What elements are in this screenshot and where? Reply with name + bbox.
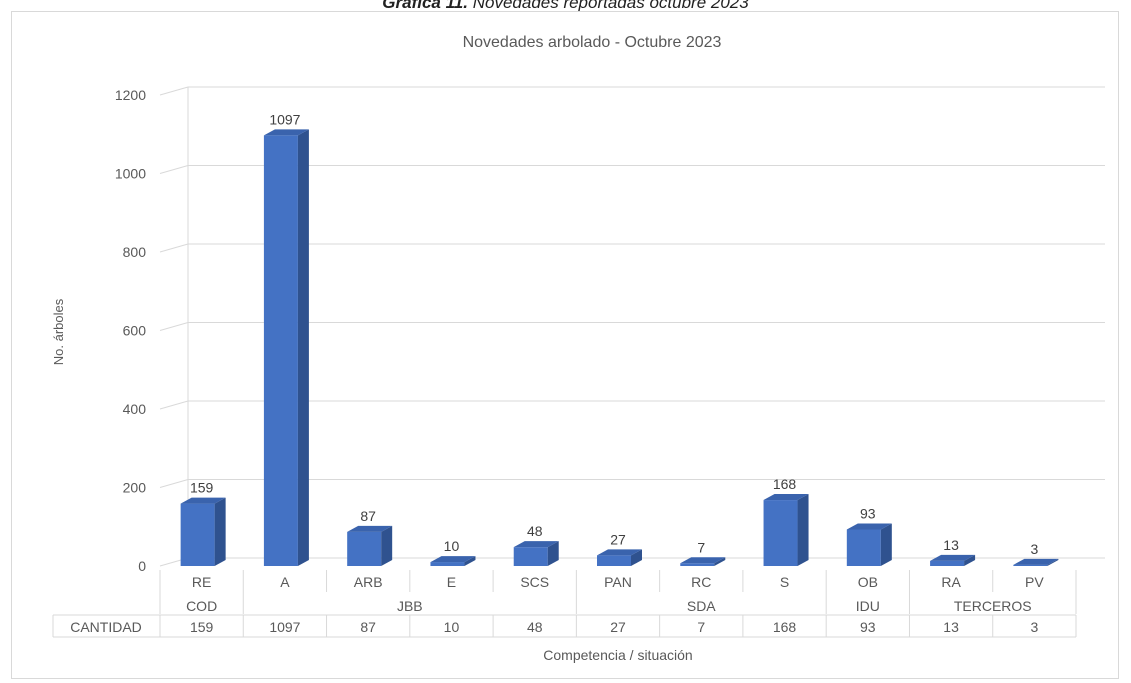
bar-top (930, 554, 976, 561)
bar-side (631, 549, 642, 566)
x-tick-label: ARB (354, 574, 383, 590)
table-value: 48 (527, 619, 543, 635)
data-label: 7 (697, 539, 705, 555)
bar-front (846, 529, 881, 566)
bar-side (214, 497, 226, 566)
bar-top (680, 557, 726, 564)
x-tick-label: S (780, 574, 789, 590)
group-label: IDU (856, 598, 880, 614)
y-tick-label: 800 (123, 244, 147, 260)
group-label: JBB (397, 598, 423, 614)
bar-front (430, 562, 465, 566)
caption-prefix: Gráfica 11. (382, 0, 468, 12)
x-tick-label: RA (941, 574, 961, 590)
bar-side (1047, 558, 1059, 566)
x-axis-label: Competencia / situación (543, 647, 692, 663)
gridline-diagonal (159, 165, 189, 174)
table-value: 3 (1030, 619, 1038, 635)
bar-top (347, 525, 393, 532)
data-label: 10 (444, 538, 460, 554)
bar-top (846, 523, 892, 530)
bar-front (263, 135, 298, 567)
bar-side (297, 129, 309, 567)
data-label: 159 (190, 480, 214, 496)
bar-side (464, 556, 476, 566)
y-tick-label: 400 (123, 401, 147, 417)
table-row-label: CANTIDAD (70, 619, 142, 635)
y-tick-label: 0 (138, 558, 146, 574)
data-label: 87 (360, 508, 376, 524)
bar-front (1013, 564, 1048, 566)
table-value: 93 (860, 619, 876, 635)
gridline-diagonal (159, 243, 189, 253)
group-label: COD (186, 598, 217, 614)
bar-top (513, 541, 559, 548)
table-value: 1097 (269, 619, 300, 635)
x-tick-label: A (280, 574, 290, 590)
table-value: 159 (190, 619, 214, 635)
bar-side (714, 557, 726, 566)
bar-side (547, 541, 559, 566)
x-tick-label: PAN (604, 574, 632, 590)
y-tick-label: 600 (123, 323, 147, 339)
data-label: 93 (860, 505, 876, 521)
gridline-diagonal (159, 400, 189, 410)
bar-side (797, 494, 809, 566)
table-value: 168 (773, 619, 797, 635)
bar-top (263, 129, 309, 136)
data-label: 3 (1030, 541, 1038, 557)
group-label: SDA (687, 598, 716, 614)
table-value: 13 (943, 619, 959, 635)
data-label: 48 (527, 523, 543, 539)
bar-side (880, 523, 892, 566)
data-label: 27 (610, 531, 626, 547)
y-tick-label: 200 (123, 480, 147, 496)
gridline-diagonal (159, 479, 189, 488)
bar-front (347, 531, 382, 566)
bar-side (381, 525, 393, 566)
bar-top (180, 497, 226, 504)
bar-top (597, 549, 642, 556)
x-tick-label: RC (691, 574, 711, 590)
data-label: 1097 (269, 111, 300, 127)
table-value: 87 (360, 619, 376, 635)
bar-front (930, 560, 965, 566)
data-label: 13 (943, 537, 959, 553)
chart-area (11, 11, 1119, 679)
y-tick-label: 1000 (115, 166, 146, 182)
figure-caption: Gráfica 11. Novedades reportadas octubre… (0, 0, 1131, 13)
bar-front (680, 563, 715, 566)
table-value: 27 (610, 619, 626, 635)
gridline-diagonal (159, 322, 189, 331)
bar-front (763, 500, 798, 566)
x-tick-label: SCS (520, 574, 549, 590)
chart-title: Novedades arbolado - Octubre 2023 (463, 34, 722, 51)
gridline-diagonal (159, 86, 189, 96)
x-tick-label: E (447, 574, 456, 590)
bar-top (763, 494, 809, 501)
table-value: 10 (444, 619, 460, 635)
caption-text: Novedades reportadas octubre 2023 (472, 0, 749, 12)
bar-front (513, 547, 548, 566)
bar-front (180, 503, 215, 566)
y-tick-label: 1200 (115, 87, 146, 103)
bar-side (964, 554, 976, 566)
data-label: 168 (773, 476, 797, 492)
table-value: 7 (697, 619, 705, 635)
bar-front (597, 555, 631, 566)
group-label: TERCEROS (954, 598, 1032, 614)
y-axis-label: No. árboles (51, 298, 66, 365)
bar-top (430, 556, 476, 563)
x-tick-label: OB (858, 574, 878, 590)
x-tick-label: PV (1025, 574, 1044, 590)
bar-top (1013, 558, 1059, 565)
x-tick-label: RE (192, 574, 211, 590)
